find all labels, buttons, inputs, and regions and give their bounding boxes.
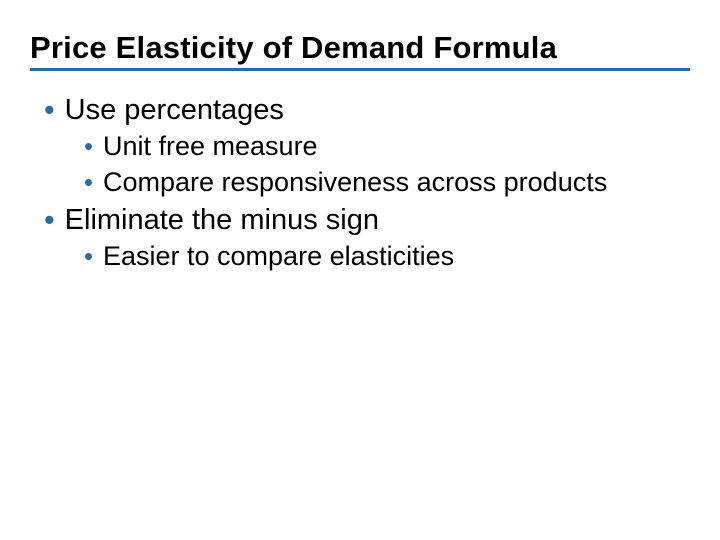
list-item-text: Easier to compare elasticities — [103, 240, 680, 274]
list-item: • Unit free measure — [84, 130, 680, 164]
slide-title: Price Elasticity of Demand Formula — [30, 30, 690, 66]
title-underline — [30, 68, 690, 71]
list-item-text: Eliminate the minus sign — [65, 202, 680, 238]
list-item: • Use percentages — [44, 92, 680, 128]
list-item-text: Compare responsiveness across products — [103, 166, 680, 200]
list-item-text: Use percentages — [65, 92, 680, 128]
slide-body: • Use percentages • Unit free measure • … — [44, 92, 680, 276]
bullet-icon: • — [84, 133, 93, 161]
list-item-text: Unit free measure — [103, 130, 680, 164]
list-item: • Easier to compare elasticities — [84, 240, 680, 274]
bullet-icon: • — [44, 94, 55, 127]
bullet-icon: • — [84, 169, 93, 197]
list-item: • Compare responsiveness across products — [84, 166, 680, 200]
slide: Price Elasticity of Demand Formula • Use… — [0, 0, 720, 540]
bullet-icon: • — [84, 243, 93, 271]
bullet-icon: • — [44, 204, 55, 237]
title-band: Price Elasticity of Demand Formula — [0, 26, 720, 76]
list-item: • Eliminate the minus sign — [44, 202, 680, 238]
